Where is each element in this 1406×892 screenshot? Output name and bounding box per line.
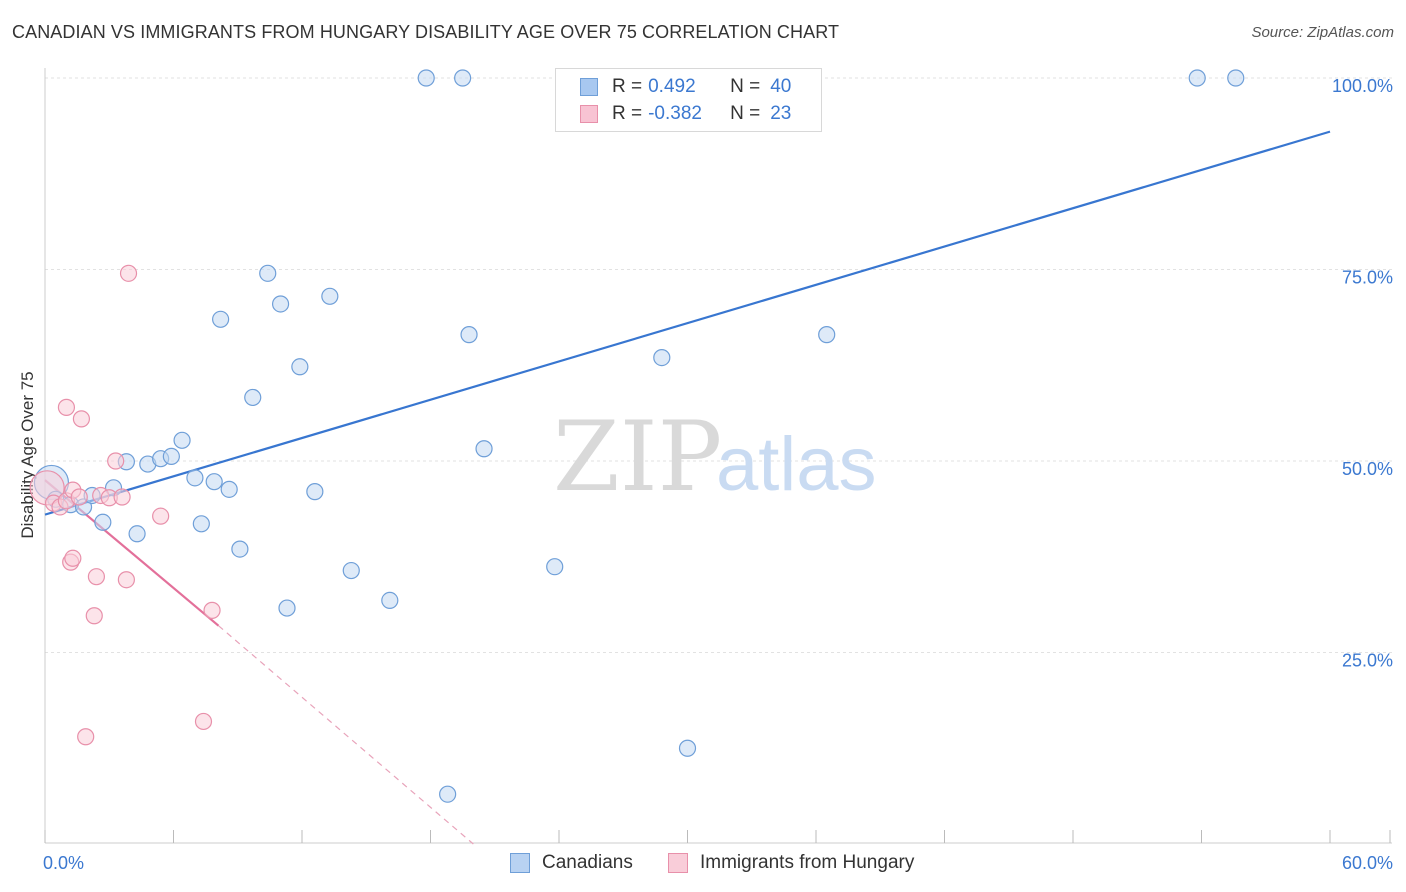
trend-line-extension <box>218 625 474 845</box>
canadians-point <box>259 264 277 282</box>
y-tick-label: 75.0% <box>1342 268 1393 288</box>
hungary-point <box>57 398 76 416</box>
legend-r-label: R = <box>612 103 643 124</box>
canadians-point <box>278 599 296 617</box>
x-tick-label: 60.0% <box>1342 853 1393 873</box>
legend-r-label: R = <box>612 76 643 97</box>
x-tick-labels: 0.0% 60.0% <box>43 853 1393 873</box>
legend-n-value: 23 <box>770 103 792 124</box>
canadians-point <box>231 540 249 558</box>
y-tick-label: 100.0% <box>1332 76 1393 96</box>
bottom-legend-swatch-canadians <box>510 853 530 873</box>
canadians-point <box>94 513 112 531</box>
canadians-point <box>454 69 472 87</box>
canadians-point <box>475 440 493 458</box>
legend: R = 0.492 N = 40 R = -0.382 N = 23 <box>555 68 822 132</box>
canadians-point <box>381 591 399 610</box>
canadians-point <box>546 558 564 576</box>
legend-r-value: 0.492 <box>648 76 696 97</box>
hungary-point <box>119 264 138 282</box>
legend-swatch-canadians <box>580 78 598 96</box>
canadians-point <box>192 515 210 533</box>
hungary-point <box>194 712 213 731</box>
canadians-point <box>205 473 223 491</box>
canadians-point <box>818 326 836 344</box>
canadians-point <box>271 295 290 313</box>
hungary-point <box>72 410 91 428</box>
source-label: Source: ZipAtlas.com <box>1251 24 1394 41</box>
hungary-point <box>152 507 170 525</box>
hungary-point <box>203 601 221 619</box>
bottom-legend-hungary[interactable]: Immigrants from Hungary <box>668 852 914 874</box>
y-tick-label: 25.0% <box>1342 651 1393 671</box>
canadians-point <box>460 326 478 344</box>
chart-title: CANADIAN VS IMMIGRANTS FROM HUNGARY DISA… <box>12 22 840 42</box>
hungary-point <box>77 728 95 746</box>
canadians-point <box>186 469 204 487</box>
watermark: ZIP atlas <box>553 401 877 513</box>
canadians-point <box>291 358 309 376</box>
canadians-point <box>439 785 457 803</box>
canadians-point <box>417 69 435 87</box>
legend-r-value: -0.382 <box>648 103 702 124</box>
grid-lines <box>45 77 1392 653</box>
hungary-point <box>113 488 131 506</box>
legend-row-canadians: R = 0.492 N = 40 <box>580 75 791 99</box>
hungary-point <box>87 568 106 586</box>
canadians-point <box>1227 69 1245 87</box>
axes <box>44 68 1392 844</box>
hungary-point <box>64 549 82 567</box>
legend-n-value: 40 <box>770 76 792 97</box>
hungary-point <box>107 452 125 470</box>
x-tick-label: 0.0% <box>43 853 84 873</box>
legend-row-hungary: R = -0.382 N = 23 <box>580 102 791 126</box>
canadians-point <box>244 388 262 407</box>
legend-swatch-hungary <box>580 105 598 123</box>
bottom-legend-swatch-hungary <box>668 853 688 873</box>
data-points <box>29 69 1245 803</box>
canadians-point <box>306 483 324 501</box>
canadians-point <box>212 310 230 328</box>
canadians-point <box>1188 69 1206 87</box>
bottom-legend-canadians[interactable]: Canadians <box>510 852 633 874</box>
y-tick-labels: 25.0% 50.0% 75.0% 100.0% <box>1332 76 1393 671</box>
canadians-point <box>162 447 180 466</box>
trend-line <box>44 130 1331 516</box>
hungary-point <box>70 488 88 506</box>
bottom-legend-label-hungary: Immigrants from Hungary <box>700 852 915 873</box>
legend-n-label: N = <box>730 76 761 97</box>
watermark-zip: ZIP <box>553 401 722 513</box>
legend-n-label: N = <box>730 103 761 124</box>
watermark-atlas: atlas <box>716 422 877 507</box>
canadians-point <box>321 287 339 305</box>
canadians-point <box>342 561 360 580</box>
bottom-legend: Canadians Immigrants from Hungary <box>0 852 1406 876</box>
hungary-point <box>117 571 135 589</box>
canadians-point <box>128 525 146 543</box>
canadians-point <box>678 739 697 757</box>
y-tick-label: 50.0% <box>1342 459 1393 479</box>
canadians-point <box>220 480 238 498</box>
hungary-point <box>85 607 103 625</box>
canadians-point <box>653 348 671 367</box>
canadians-point <box>173 431 191 449</box>
bottom-legend-label-canadians: Canadians <box>542 852 633 873</box>
